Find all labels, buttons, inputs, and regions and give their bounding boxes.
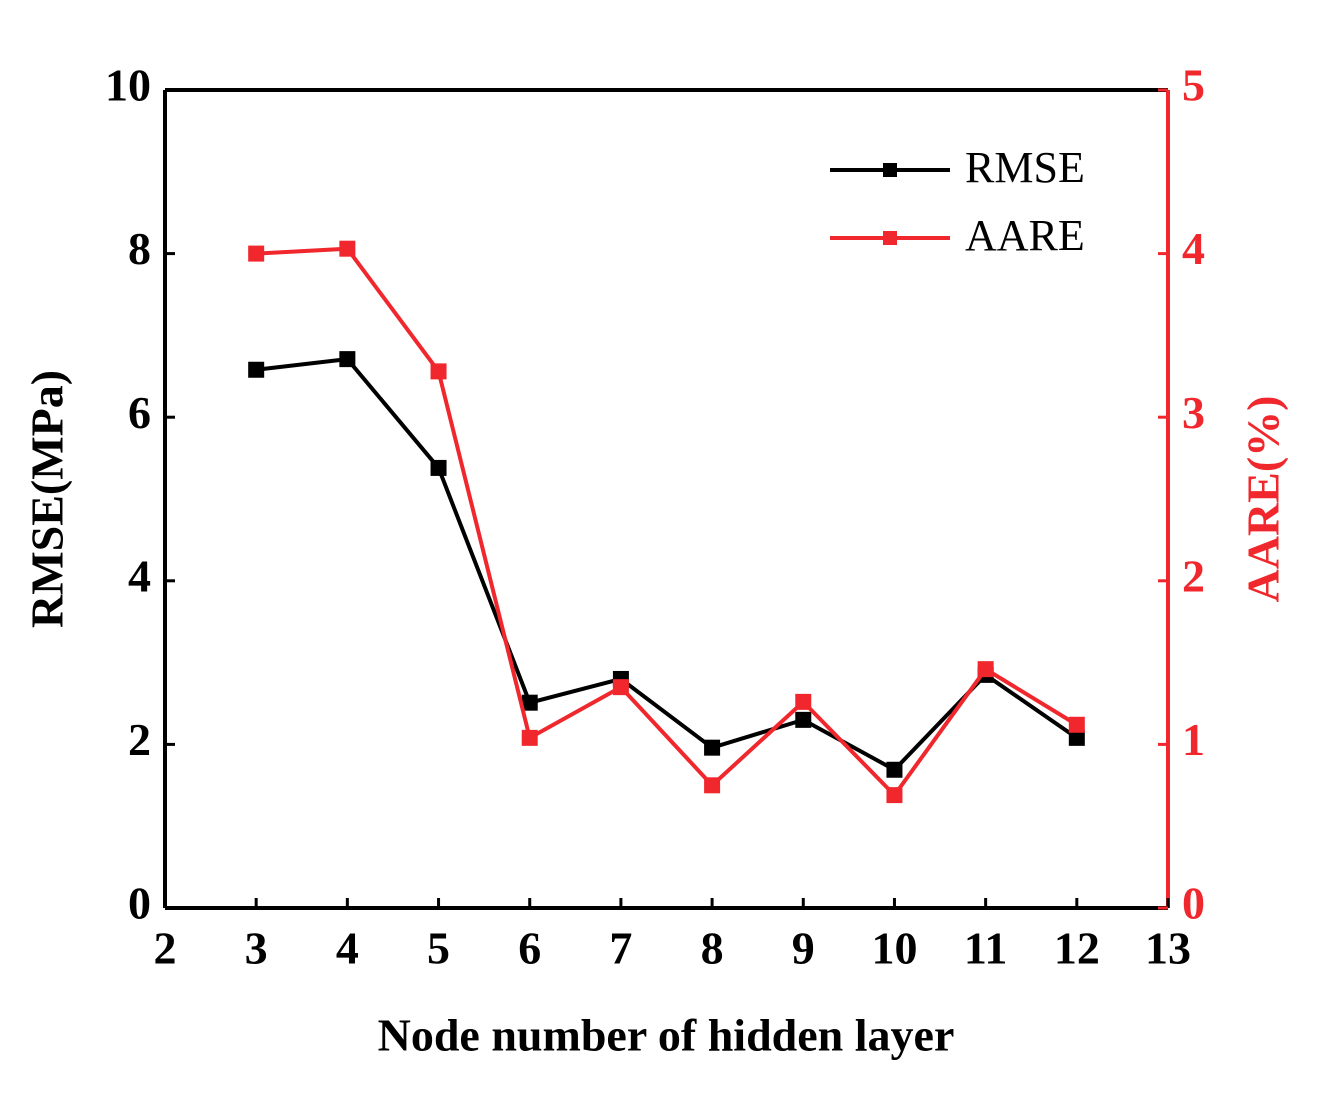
y-axis-label: RMSE(MPa) <box>22 370 73 628</box>
x-tick-label: 12 <box>1054 923 1100 974</box>
point <box>1068 729 1085 746</box>
y-tick-label: 0 <box>128 878 151 929</box>
point <box>521 729 538 746</box>
point <box>886 787 903 804</box>
point <box>248 361 265 378</box>
point <box>339 351 356 368</box>
x-tick-label: 13 <box>1145 923 1191 974</box>
point <box>521 694 538 711</box>
y-tick-label: 6 <box>128 387 151 438</box>
x-tick-label: 2 <box>154 923 177 974</box>
x-tick-label: 3 <box>245 923 268 974</box>
point <box>795 711 812 728</box>
y2-tick-label: 2 <box>1182 550 1205 601</box>
x-tick-label: 9 <box>792 923 815 974</box>
y2-tick-label: 1 <box>1182 714 1205 765</box>
legend-label: AARE <box>965 211 1085 260</box>
x-axis-label: Node number of hidden layer <box>378 1010 955 1061</box>
x-tick-label: 7 <box>609 923 632 974</box>
x-tick-label: 6 <box>518 923 541 974</box>
y2-tick-label: 3 <box>1182 387 1205 438</box>
series-line <box>256 246 1078 799</box>
point <box>704 739 721 756</box>
point <box>430 363 447 380</box>
y-tick-label: 8 <box>128 223 151 274</box>
y2-axis-label: AARE(%) <box>1238 396 1289 603</box>
y2-tick-label: 5 <box>1182 60 1205 111</box>
point <box>795 693 812 710</box>
point <box>1068 716 1085 733</box>
point <box>704 777 721 794</box>
legend-label: RMSE <box>965 143 1085 192</box>
point <box>248 245 265 262</box>
point <box>977 661 994 678</box>
x-tick-label: 4 <box>336 923 359 974</box>
x-tick-label: 5 <box>427 923 450 974</box>
y2-tick-label: 0 <box>1182 878 1205 929</box>
y-tick-label: 2 <box>128 714 151 765</box>
x-tick-label: 10 <box>871 923 917 974</box>
point <box>886 761 903 778</box>
x-tick-label: 8 <box>701 923 724 974</box>
y-tick-label: 4 <box>128 550 151 601</box>
y-tick-label: 10 <box>105 60 151 111</box>
point <box>339 240 356 257</box>
y2-tick-label: 4 <box>1182 223 1205 274</box>
legend-marker <box>883 163 897 177</box>
legend-marker <box>883 231 897 245</box>
point <box>430 459 447 476</box>
x-tick-label: 11 <box>964 923 1007 974</box>
series-line <box>255 357 1078 773</box>
point <box>612 679 629 696</box>
